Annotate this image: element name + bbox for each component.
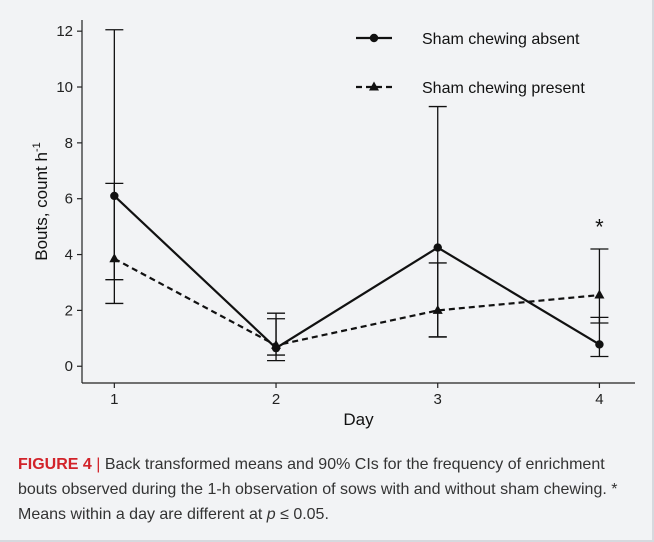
y-tick-label: 12 [56, 23, 73, 40]
legend-label: Sham chewing absent [422, 31, 580, 48]
data-point-triangle [271, 339, 282, 349]
data-point-triangle [594, 289, 605, 299]
data-point-triangle [432, 304, 443, 314]
caption-text: Back transformed means and 90% CIs for t… [18, 456, 618, 523]
figure-label-separator: | [96, 456, 101, 473]
y-tick-label: 4 [65, 247, 73, 264]
figure-label: FIGURE 4 [18, 456, 92, 473]
x-tick-label: 3 [434, 391, 442, 408]
y-tick-label: 0 [65, 358, 73, 375]
data-point-circle [110, 191, 119, 201]
x-tick-label: 2 [272, 391, 280, 408]
y-axis-title-superscript: -1 [31, 142, 43, 152]
caption-p-symbol: p [266, 506, 276, 523]
y-tick-label: 10 [56, 79, 73, 96]
x-axis-title: Day [343, 410, 374, 429]
series-line-sham-chewing-present [113, 257, 600, 347]
legend-marker-triangle [369, 81, 379, 91]
y-tick-label: 2 [65, 302, 73, 319]
series-line-sham-chewing-absent [113, 195, 600, 350]
legend-marker-circle [369, 33, 379, 43]
y-axis-title-text: Bouts, count h [32, 152, 51, 261]
data-point-circle [433, 243, 442, 252]
data-point-circle [595, 340, 604, 349]
legend-label: Sham chewing present [422, 80, 585, 97]
caption-text-end: ≤ 0.05. [275, 506, 329, 523]
x-tick-label: 1 [110, 391, 118, 408]
significance-marker: * [595, 214, 604, 239]
data-point-triangle [109, 253, 120, 263]
y-tick-label: 8 [65, 135, 73, 152]
y-axis-title: Bouts, count h-1 [31, 142, 51, 260]
y-tick-label: 6 [65, 191, 73, 208]
x-tick-label: 4 [595, 391, 603, 408]
figure-caption: FIGURE 4 | Back transformed means and 90… [18, 452, 638, 527]
